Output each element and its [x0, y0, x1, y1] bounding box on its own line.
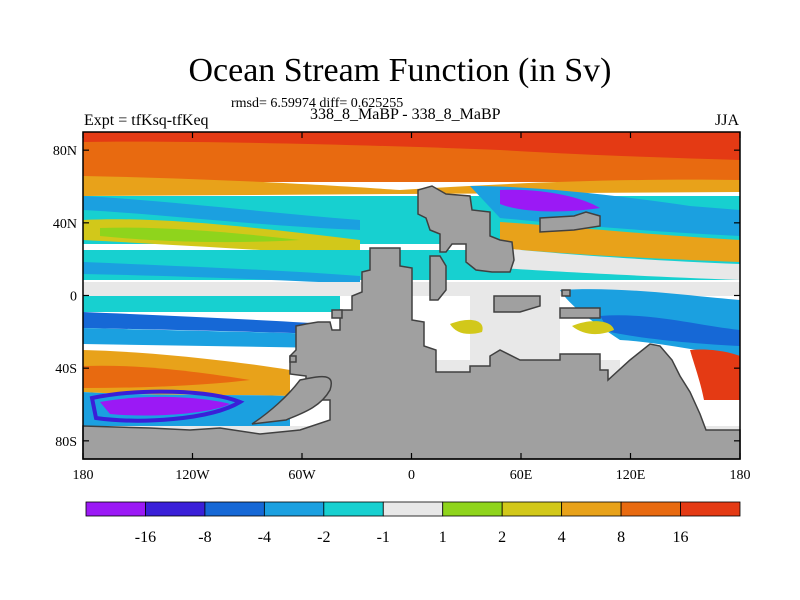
colorbar-swatch	[620, 501, 681, 517]
band-north-core	[83, 132, 740, 160]
land-eurasia	[417, 185, 515, 273]
land-layer	[82, 185, 741, 460]
colorbar-swatch	[680, 501, 741, 517]
colorbar-swatch	[85, 501, 146, 517]
x-tick-label: 120W	[175, 468, 210, 483]
east-yellow-blob	[572, 321, 614, 335]
colorbar-swatch	[145, 501, 206, 517]
colorbar-label: 16	[673, 529, 689, 546]
land-small-island-2	[289, 355, 297, 363]
land-india	[493, 295, 541, 313]
x-tick-label: 60E	[510, 468, 533, 483]
band-south-blue	[83, 312, 330, 334]
east-purple-lobe	[500, 189, 600, 212]
x-tick-label: 0	[408, 468, 415, 483]
x-tick-label: 180	[730, 468, 751, 483]
land-small-island-1	[331, 309, 343, 319]
colorbar-label: 1	[439, 529, 447, 546]
band-yellow-core	[100, 227, 300, 243]
gyre-blue-ring	[89, 389, 245, 423]
gyre-purple	[100, 396, 230, 416]
land-americas	[82, 247, 741, 460]
land-north-island	[559, 307, 601, 319]
colorbar-label: -4	[258, 529, 271, 546]
colorbar-label: -2	[317, 529, 330, 546]
colorbar-swatch	[263, 501, 325, 517]
colorbar-swatch	[561, 501, 622, 517]
band-south-cyan2	[83, 328, 330, 348]
east-white-mid	[470, 296, 560, 360]
colorbar-label: -16	[135, 529, 156, 546]
band-north-blue	[83, 196, 360, 230]
colorbar-label: 2	[498, 529, 506, 546]
east-orange-stripe	[500, 222, 740, 262]
stats-text: rmsd= 6.59974 diff= 0.625255	[231, 96, 404, 111]
colorbar-swatch	[323, 501, 384, 517]
land-southeast-asia	[539, 211, 601, 233]
colorbar-swatch	[204, 501, 265, 517]
season-label: JJA	[714, 112, 739, 129]
y-tick-label: 80N	[53, 144, 77, 159]
axis-ticks: 180 120W 60W 0 60E 120E 180 80N 40N 0 40S 80S	[53, 132, 751, 483]
east-white-stripe	[500, 248, 740, 280]
colorbar-swatch	[382, 501, 444, 517]
x-tick-label: 60W	[288, 468, 316, 483]
colorbar: -16 -8 -4 -2 -1 1 2 4 8 16	[85, 501, 741, 546]
indian-yellow-blob	[450, 319, 483, 334]
y-tick-label: 0	[70, 290, 77, 305]
land-south-america-tail	[251, 375, 332, 425]
land-africa	[429, 255, 447, 301]
y-tick-label: 80S	[55, 435, 77, 450]
band-south-red	[83, 365, 250, 388]
band-north-orange	[83, 176, 740, 196]
colorbar-label: -8	[198, 529, 211, 546]
colorbar-swatch	[501, 501, 563, 517]
y-tick-label: 40S	[55, 362, 77, 377]
x-tick-label: 180	[73, 468, 94, 483]
y-tick-label: 40N	[53, 217, 77, 232]
band-south-cyan	[83, 296, 340, 312]
colorbar-swatch	[442, 501, 503, 517]
land-small-island-3	[561, 289, 571, 297]
east-deepblue-south	[600, 315, 740, 346]
x-tick-label: 120E	[616, 468, 646, 483]
colorbar-label: 4	[558, 529, 566, 546]
runs-label: 338_8_MaBP - 338_8_MaBP	[310, 106, 501, 123]
colorbar-label: -1	[377, 529, 390, 546]
east-red-corner	[690, 349, 740, 400]
colorbar-label: 8	[617, 529, 625, 546]
band-eq-blue	[83, 262, 360, 284]
chart-title: Ocean Stream Function (in Sv)	[188, 52, 612, 89]
experiment-label: Expt = tfKsq-tfKeq	[84, 112, 209, 129]
